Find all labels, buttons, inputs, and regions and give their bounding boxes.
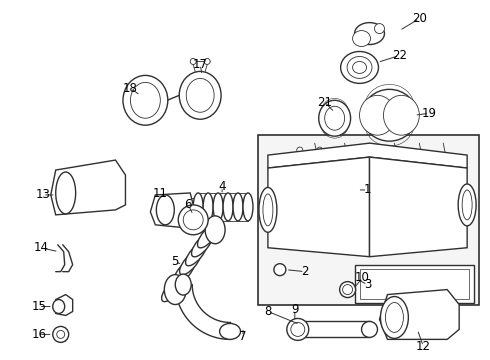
Circle shape: [343, 285, 353, 294]
Polygon shape: [51, 160, 125, 215]
Ellipse shape: [353, 62, 367, 73]
Ellipse shape: [193, 193, 203, 221]
Text: 4: 4: [219, 180, 226, 193]
Ellipse shape: [380, 297, 408, 338]
Text: 19: 19: [422, 107, 437, 120]
Bar: [355, 265, 474, 302]
Ellipse shape: [56, 172, 75, 214]
Ellipse shape: [292, 321, 308, 337]
Ellipse shape: [384, 95, 419, 135]
Ellipse shape: [179, 251, 201, 275]
Ellipse shape: [183, 210, 203, 230]
Text: 22: 22: [392, 49, 407, 62]
Ellipse shape: [362, 321, 377, 337]
Ellipse shape: [178, 205, 208, 235]
Ellipse shape: [192, 233, 213, 257]
Text: 7: 7: [239, 330, 247, 343]
Ellipse shape: [263, 194, 273, 226]
Ellipse shape: [173, 260, 195, 284]
Text: 11: 11: [153, 188, 168, 201]
Ellipse shape: [341, 51, 378, 84]
Ellipse shape: [179, 71, 221, 119]
Ellipse shape: [164, 275, 186, 305]
Ellipse shape: [362, 89, 417, 141]
Text: 9: 9: [291, 303, 298, 316]
Ellipse shape: [233, 193, 243, 221]
Ellipse shape: [197, 224, 219, 248]
Circle shape: [357, 147, 363, 153]
Text: 21: 21: [317, 96, 332, 109]
Text: 17: 17: [193, 58, 208, 71]
Text: 18: 18: [123, 82, 138, 95]
Circle shape: [53, 327, 69, 342]
Bar: [360, 269, 469, 298]
Circle shape: [190, 58, 196, 64]
Ellipse shape: [53, 300, 65, 314]
Ellipse shape: [220, 323, 241, 339]
Ellipse shape: [458, 184, 476, 226]
Ellipse shape: [205, 216, 225, 244]
Polygon shape: [369, 157, 467, 257]
Circle shape: [337, 147, 343, 153]
Ellipse shape: [168, 269, 189, 293]
Bar: [258, 135, 479, 305]
Text: 2: 2: [301, 265, 309, 278]
Ellipse shape: [325, 106, 344, 130]
Circle shape: [374, 24, 385, 33]
Text: 1: 1: [364, 184, 371, 197]
Ellipse shape: [130, 82, 160, 118]
Ellipse shape: [291, 323, 305, 336]
Ellipse shape: [355, 23, 385, 45]
Text: 13: 13: [35, 188, 50, 202]
Ellipse shape: [243, 193, 253, 221]
Polygon shape: [379, 289, 459, 339]
Ellipse shape: [360, 95, 395, 135]
Text: 3: 3: [364, 278, 371, 291]
Circle shape: [57, 330, 65, 338]
Text: 20: 20: [412, 12, 427, 25]
Ellipse shape: [259, 188, 277, 232]
Ellipse shape: [353, 31, 370, 46]
Text: 12: 12: [416, 340, 431, 353]
Ellipse shape: [318, 100, 350, 136]
Circle shape: [297, 147, 303, 153]
Ellipse shape: [386, 302, 403, 332]
Text: 14: 14: [33, 241, 49, 254]
Ellipse shape: [462, 190, 472, 220]
Circle shape: [317, 147, 323, 153]
Ellipse shape: [186, 242, 207, 266]
Ellipse shape: [287, 319, 309, 340]
Text: 6: 6: [184, 198, 192, 211]
Ellipse shape: [213, 193, 223, 221]
Circle shape: [204, 58, 210, 64]
Text: 8: 8: [264, 305, 271, 318]
Ellipse shape: [186, 78, 214, 112]
Ellipse shape: [175, 274, 191, 295]
Text: 5: 5: [172, 255, 179, 268]
Ellipse shape: [347, 57, 372, 78]
Text: 15: 15: [31, 300, 46, 313]
Polygon shape: [268, 157, 369, 257]
Ellipse shape: [162, 278, 183, 302]
Polygon shape: [268, 143, 467, 168]
Circle shape: [340, 282, 356, 298]
Text: 10: 10: [355, 271, 370, 284]
Circle shape: [274, 264, 286, 276]
Ellipse shape: [123, 75, 168, 125]
Ellipse shape: [223, 193, 233, 221]
Polygon shape: [150, 193, 193, 228]
Ellipse shape: [156, 195, 174, 225]
Ellipse shape: [203, 193, 213, 221]
Text: 16: 16: [31, 328, 46, 341]
